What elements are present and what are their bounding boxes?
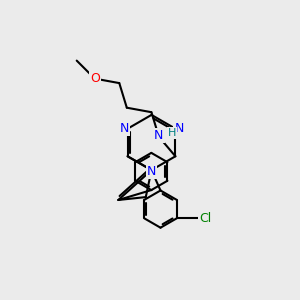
Text: N: N [119,122,129,135]
Text: H: H [168,128,177,138]
Text: N: N [174,122,184,135]
Text: Cl: Cl [199,212,211,225]
Text: N: N [154,129,164,142]
Text: O: O [90,72,100,85]
Text: N: N [147,165,156,178]
